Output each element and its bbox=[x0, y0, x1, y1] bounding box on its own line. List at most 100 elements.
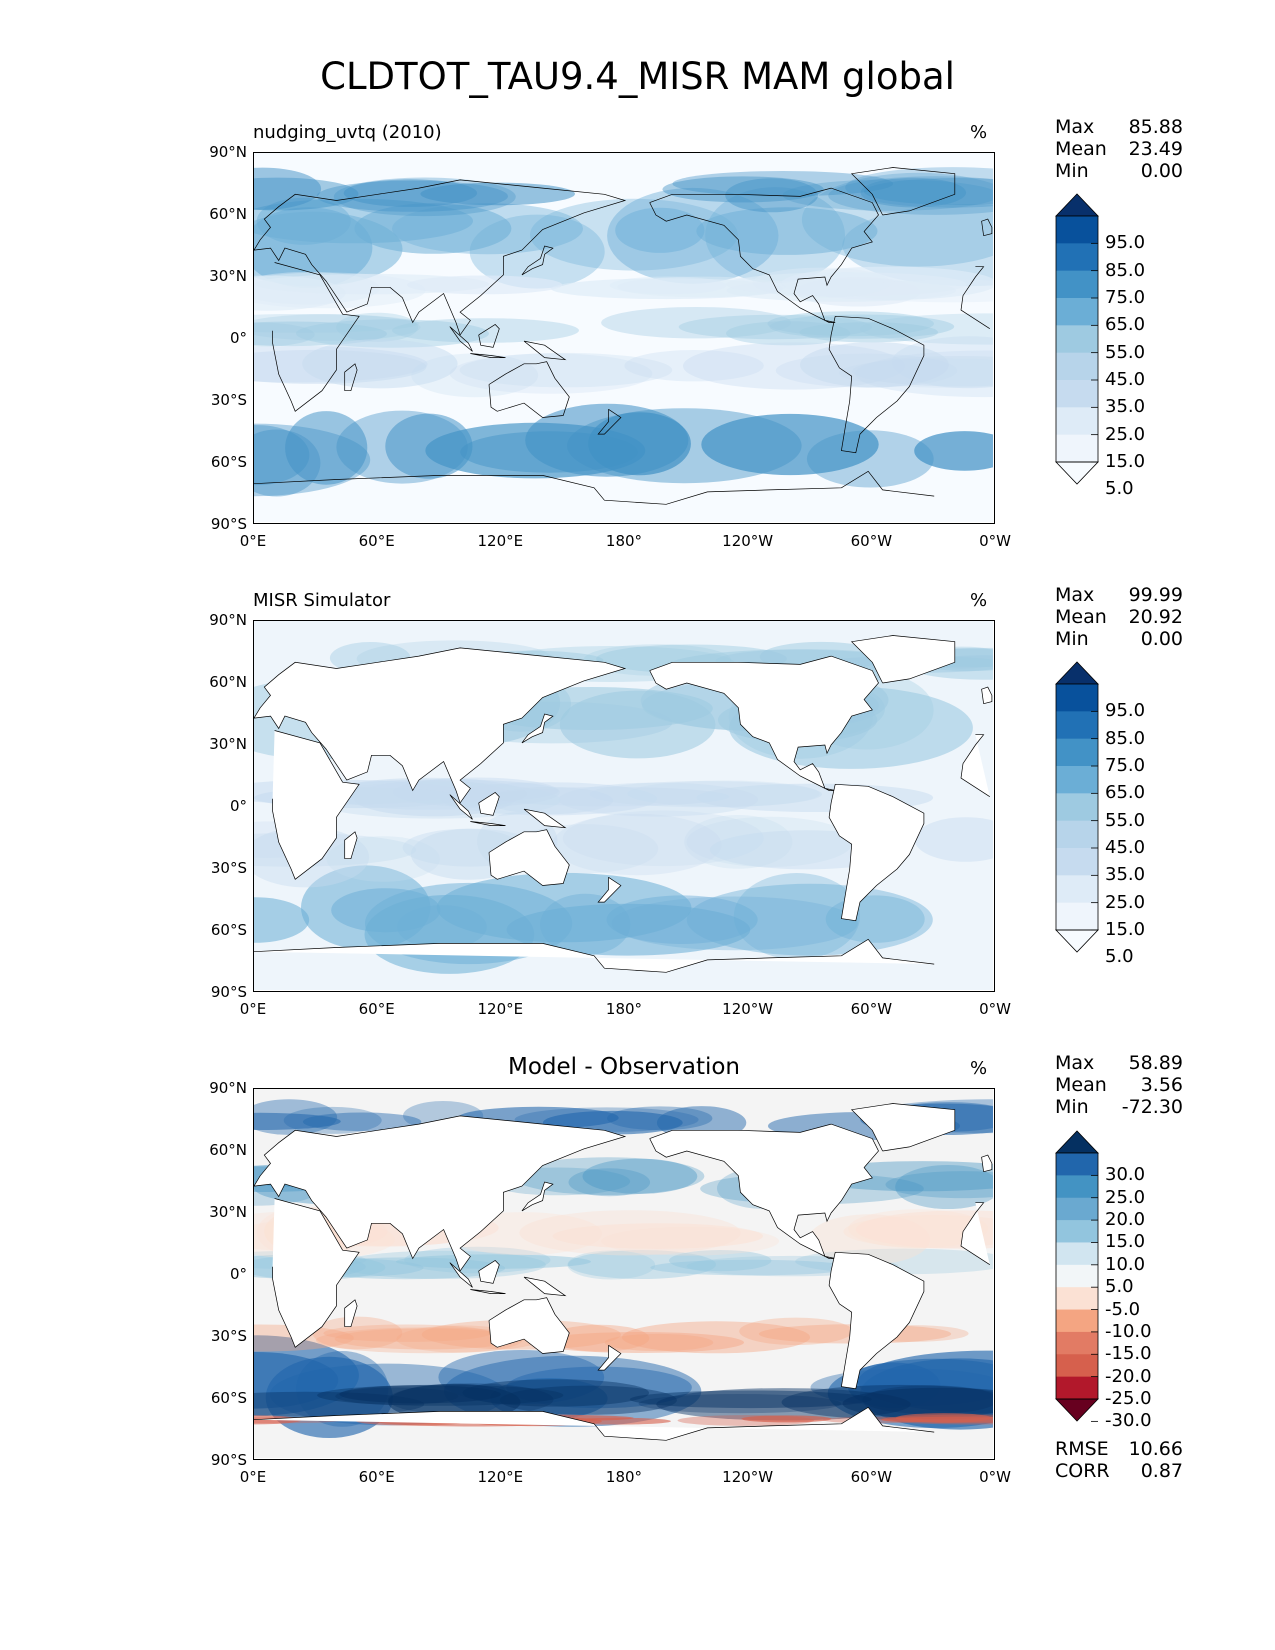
field-blob bbox=[885, 1171, 993, 1199]
coastline bbox=[488, 829, 570, 886]
field-blob bbox=[254, 273, 489, 295]
coastline bbox=[254, 470, 935, 505]
lat-tick-label: 60°N bbox=[209, 1141, 247, 1159]
lat-tick-label: 90°S bbox=[210, 983, 247, 1001]
stat-row: Max 85.88 bbox=[1055, 116, 1183, 138]
field-blob bbox=[568, 1168, 651, 1197]
colorbar-tick-label: 45.0 bbox=[1105, 837, 1146, 858]
lat-tick-label: 30°N bbox=[209, 735, 247, 753]
field-blob bbox=[323, 1324, 491, 1342]
coastline bbox=[521, 245, 554, 276]
field-blob bbox=[895, 1165, 993, 1209]
field-blob bbox=[895, 1413, 993, 1423]
field-blob bbox=[611, 896, 858, 951]
colorbar-segment bbox=[1056, 738, 1098, 767]
field-blob bbox=[551, 278, 784, 300]
coastline bbox=[478, 792, 500, 816]
lat-tick-label: 30°N bbox=[209, 1203, 247, 1221]
field-blob bbox=[733, 873, 860, 960]
colorbar-tick-label: 85.0 bbox=[1105, 259, 1146, 281]
colorbar-extend-max bbox=[1055, 193, 1099, 217]
field-blob bbox=[678, 314, 873, 340]
colorbar-segment bbox=[1056, 766, 1098, 794]
field-blob bbox=[845, 167, 993, 208]
lat-tick-label: 90°N bbox=[209, 143, 247, 161]
colorbar-tick-label: -25.0 bbox=[1105, 1388, 1152, 1409]
field-blob bbox=[601, 1226, 780, 1256]
colorbar-segment bbox=[1056, 216, 1098, 244]
coastline bbox=[254, 1406, 935, 1441]
colorbar-segment bbox=[1056, 270, 1098, 299]
colorbar-tick-label: 20.0 bbox=[1105, 1209, 1146, 1231]
field-blob bbox=[254, 345, 428, 383]
field-blob bbox=[562, 810, 764, 867]
stat-value: 23.49 bbox=[1128, 138, 1183, 160]
lat-tick-label: 30°S bbox=[210, 859, 247, 877]
colorbar-segment bbox=[1056, 875, 1098, 904]
coastline bbox=[649, 1123, 879, 1259]
coastline bbox=[344, 831, 358, 860]
field-blob bbox=[672, 171, 894, 197]
field-blob bbox=[254, 211, 403, 287]
field-blob bbox=[333, 177, 516, 217]
panel-2-map bbox=[253, 620, 995, 992]
map-canvas bbox=[254, 1089, 993, 1458]
lat-tick-label: 90°N bbox=[209, 611, 247, 629]
stat-value: 3.56 bbox=[1140, 1074, 1183, 1096]
lat-tick-label: 60°N bbox=[209, 673, 247, 691]
stat-name: Min bbox=[1055, 160, 1089, 182]
coastline bbox=[478, 324, 500, 348]
lat-tick-label: 60°S bbox=[210, 453, 247, 471]
coastline bbox=[981, 1154, 993, 1173]
field-blob bbox=[677, 1415, 815, 1426]
lon-tick-label: 120°W bbox=[722, 1000, 774, 1018]
panel-3-colorbar: 30.0 25.0 20.0 15.0 10.0 5.0 -5.0 -10.0 -15.0 -20… bbox=[1055, 1130, 1152, 1431]
coastline bbox=[470, 1289, 506, 1294]
lat-tick-label: 30°N bbox=[209, 267, 247, 285]
colorbar-segment bbox=[1056, 243, 1098, 272]
lon-tick-label: 60°W bbox=[850, 1468, 893, 1486]
field-blob bbox=[558, 782, 758, 817]
colorbar-segment bbox=[1056, 1242, 1098, 1266]
field-blob bbox=[609, 276, 727, 295]
lon-tick-label: 120°E bbox=[477, 1000, 524, 1018]
stat-value: 20.92 bbox=[1128, 606, 1183, 628]
field-blob bbox=[806, 430, 934, 488]
field-blob bbox=[487, 786, 614, 815]
colorbar-segment bbox=[1056, 1354, 1098, 1378]
colorbar-tick-label: 15.0 bbox=[1105, 919, 1146, 940]
field-blob bbox=[582, 1158, 698, 1194]
field-blob bbox=[519, 1210, 741, 1256]
colorbar-tick-label: 5.0 bbox=[1105, 478, 1134, 500]
field-blob bbox=[462, 1379, 650, 1407]
field-blob bbox=[621, 1321, 811, 1354]
stat-name: CORR bbox=[1055, 1460, 1110, 1482]
field-blob bbox=[490, 1378, 608, 1419]
lat-tick-label: 60°S bbox=[210, 1389, 247, 1407]
field-blob bbox=[855, 1210, 993, 1249]
colorbar-tick-label: 35.0 bbox=[1105, 864, 1146, 886]
colorbar-tick-label: 75.0 bbox=[1105, 755, 1146, 776]
colorbar-tick-label: 25.0 bbox=[1105, 1186, 1146, 1208]
field-blob bbox=[254, 1112, 341, 1130]
colorbar-extend-min bbox=[1055, 461, 1099, 485]
field-blob bbox=[315, 1327, 540, 1354]
coastline bbox=[649, 187, 879, 323]
field-blob bbox=[506, 1366, 692, 1409]
lat-tick-label: 30°S bbox=[210, 1327, 247, 1345]
lat-tick-label: 90°S bbox=[210, 1451, 247, 1469]
lon-tick-label: 120°E bbox=[477, 532, 524, 550]
field-blob bbox=[392, 203, 583, 255]
colorbar-extend-max bbox=[1055, 661, 1099, 685]
coastline bbox=[597, 1345, 622, 1371]
colorbar-tick-label: 55.0 bbox=[1105, 341, 1146, 363]
field-blob bbox=[846, 279, 993, 303]
coastline bbox=[828, 1251, 925, 1390]
figure-title: CLDTOT_TAU9.4_MISR MAM global bbox=[320, 55, 955, 98]
field-blob bbox=[775, 353, 958, 388]
colorbar-tick-label: -30.0 bbox=[1105, 1410, 1152, 1432]
colorbar-segment bbox=[1056, 298, 1098, 326]
field-blob bbox=[254, 167, 322, 210]
colorbar-tick-label: 95.0 bbox=[1105, 700, 1146, 722]
stat-value: 85.88 bbox=[1128, 116, 1183, 138]
